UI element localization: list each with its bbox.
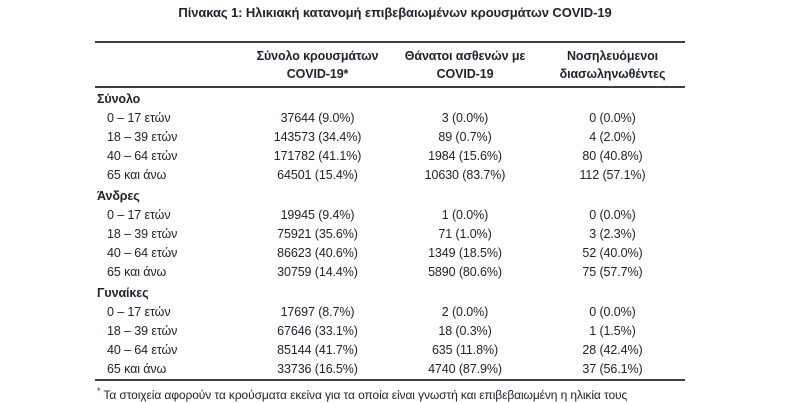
table-row: 40 – 64 ετών 86623 (40.6%) 1349 (18.5%) … (95, 244, 685, 263)
cell-cases: 67646 (33.1%) (277, 324, 358, 338)
cell-deaths: 635 (11.8%) (431, 343, 499, 357)
row-label: 0 – 17 ετών (107, 305, 171, 319)
cell-intubated: 0 (0.0%) (589, 111, 636, 125)
cell-deaths: 1 (0.0%) (441, 208, 489, 222)
cell-intubated: 52 (40.0%) (582, 246, 643, 260)
cell-cases: 17697 (8.7%) (280, 305, 355, 319)
row-label: 40 – 64 ετών (107, 246, 178, 260)
table-row: 0 – 17 ετών 19945 (9.4%) 1 (0.0%) 0 (0.0… (95, 206, 685, 225)
table-footnote: * Τα στοιχεία αφορούν τα κρούσματα εκείνα… (95, 383, 685, 403)
section-name: Σύνολο (97, 92, 141, 106)
row-label: 0 – 17 ετών (107, 208, 171, 222)
cell-intubated: 4 (2.0%) (589, 130, 636, 144)
table-header-row: Σύνολο κρουσμάτων COVID-19* Θάνατοι ασθε… (95, 43, 685, 86)
cell-intubated: 28 (42.4%) (582, 343, 643, 357)
table-bottom-rule (95, 379, 685, 381)
row-label: 18 – 39 ετών (107, 130, 178, 144)
section-header-row: Σύνολο (95, 88, 685, 109)
cell-cases: 30759 (14.4%) (277, 265, 358, 279)
section-header-row: Γυναίκες (95, 282, 685, 303)
header-deaths: Θάνατοι ασθενών με COVID-19 (404, 49, 526, 81)
table-row: 0 – 17 ετών 37644 (9.0%) 3 (0.0%) 0 (0.0… (95, 109, 685, 128)
cell-cases: 19945 (9.4%) (280, 208, 355, 222)
cell-deaths: 5890 (80.6%) (428, 265, 502, 279)
cell-cases: 33736 (16.5%) (277, 362, 358, 376)
table-row: 40 – 64 ετών 85144 (41.7%) 635 (11.8%) 2… (95, 341, 685, 360)
cell-intubated: 80 (40.8%) (582, 149, 643, 163)
cell-cases: 85144 (41.7%) (277, 343, 358, 357)
section-name: Άνδρες (97, 189, 140, 203)
cell-cases: 143573 (34.4%) (273, 130, 362, 144)
header-cases: Σύνολο κρουσμάτων COVID-19* (256, 49, 379, 81)
row-label: 18 – 39 ετών (107, 227, 178, 241)
cell-deaths: 71 (1.0%) (438, 227, 492, 241)
cell-deaths: 1984 (15.6%) (428, 149, 502, 163)
cell-intubated: 0 (0.0%) (589, 208, 636, 222)
cell-cases: 86623 (40.6%) (277, 246, 358, 260)
cell-deaths: 1349 (18.5%) (428, 246, 502, 260)
section-header-row: Άνδρες (95, 185, 685, 206)
cell-intubated: 1 (1.5%) (589, 324, 636, 338)
table-row: 18 – 39 ετών 75921 (35.6%) 71 (1.0%) 3 (… (95, 225, 685, 244)
cell-intubated: 112 (57.1%) (579, 168, 646, 182)
header-intubated: Νοσηλευόμενοι διασωληνωθέντες (559, 49, 666, 81)
row-label: 65 και άνω (107, 168, 167, 182)
cell-deaths: 3 (0.0%) (441, 111, 489, 125)
cell-deaths: 10630 (83.7%) (424, 168, 506, 182)
table-row: 18 – 39 ετών 67646 (33.1%) 18 (0.3%) 1 (… (95, 322, 685, 341)
row-label: 18 – 39 ετών (107, 324, 178, 338)
table-row: 40 – 64 ετών 171782 (41.1%) 1984 (15.6%)… (95, 147, 685, 166)
cell-deaths: 18 (0.3%) (438, 324, 492, 338)
table-row: 65 και άνω 64501 (15.4%) 10630 (83.7%) 1… (95, 166, 685, 185)
section-name: Γυναίκες (97, 286, 149, 300)
table-row: 18 – 39 ετών 143573 (34.4%) 89 (0.7%) 4 … (95, 128, 685, 147)
row-label: 65 και άνω (107, 265, 167, 279)
row-label: 40 – 64 ετών (107, 149, 178, 163)
row-label: 0 – 17 ετών (107, 111, 171, 125)
table-row: 65 και άνω 33736 (16.5%) 4740 (87.9%) 37… (95, 360, 685, 379)
cell-intubated: 3 (2.3%) (589, 227, 636, 241)
covid-age-table: Σύνολο κρουσμάτων COVID-19* Θάνατοι ασθε… (95, 41, 685, 403)
cell-cases: 171782 (41.1%) (273, 149, 362, 163)
cell-cases: 37644 (9.0%) (280, 111, 355, 125)
cell-intubated: 0 (0.0%) (589, 305, 636, 319)
cell-intubated: 37 (56.1%) (582, 362, 643, 376)
cell-intubated: 75 (57.7%) (582, 265, 643, 279)
table-title: Πίνακας 1: Ηλικιακή κατανομή επιβεβαιωμέ… (178, 5, 612, 20)
table-top-rule (95, 41, 685, 43)
header-bottom-rule (95, 86, 685, 88)
row-label: 40 – 64 ετών (107, 343, 178, 357)
table-row: 0 – 17 ετών 17697 (8.7%) 2 (0.0%) 0 (0.0… (95, 303, 685, 322)
footnote-asterisk: * (97, 386, 101, 396)
cell-cases: 64501 (15.4%) (277, 168, 358, 182)
footnote-text: Τα στοιχεία αφορούν τα κρούσματα εκείνα … (103, 388, 628, 402)
cell-deaths: 89 (0.7%) (438, 130, 492, 144)
cell-deaths: 4740 (87.9%) (428, 362, 502, 376)
cell-cases: 75921 (35.6%) (277, 227, 358, 241)
row-label: 65 και άνω (107, 362, 167, 376)
cell-deaths: 2 (0.0%) (441, 305, 489, 319)
table-row: 65 και άνω 30759 (14.4%) 5890 (80.6%) 75… (95, 263, 685, 282)
